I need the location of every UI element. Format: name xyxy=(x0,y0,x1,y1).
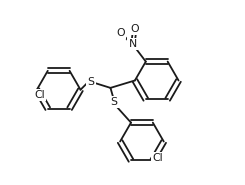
Text: N: N xyxy=(129,39,137,49)
Text: O: O xyxy=(116,28,125,38)
Text: O: O xyxy=(130,24,139,34)
Text: Cl: Cl xyxy=(152,153,163,163)
Text: S: S xyxy=(111,97,118,107)
Text: Cl: Cl xyxy=(34,90,45,100)
Text: S: S xyxy=(87,77,95,87)
